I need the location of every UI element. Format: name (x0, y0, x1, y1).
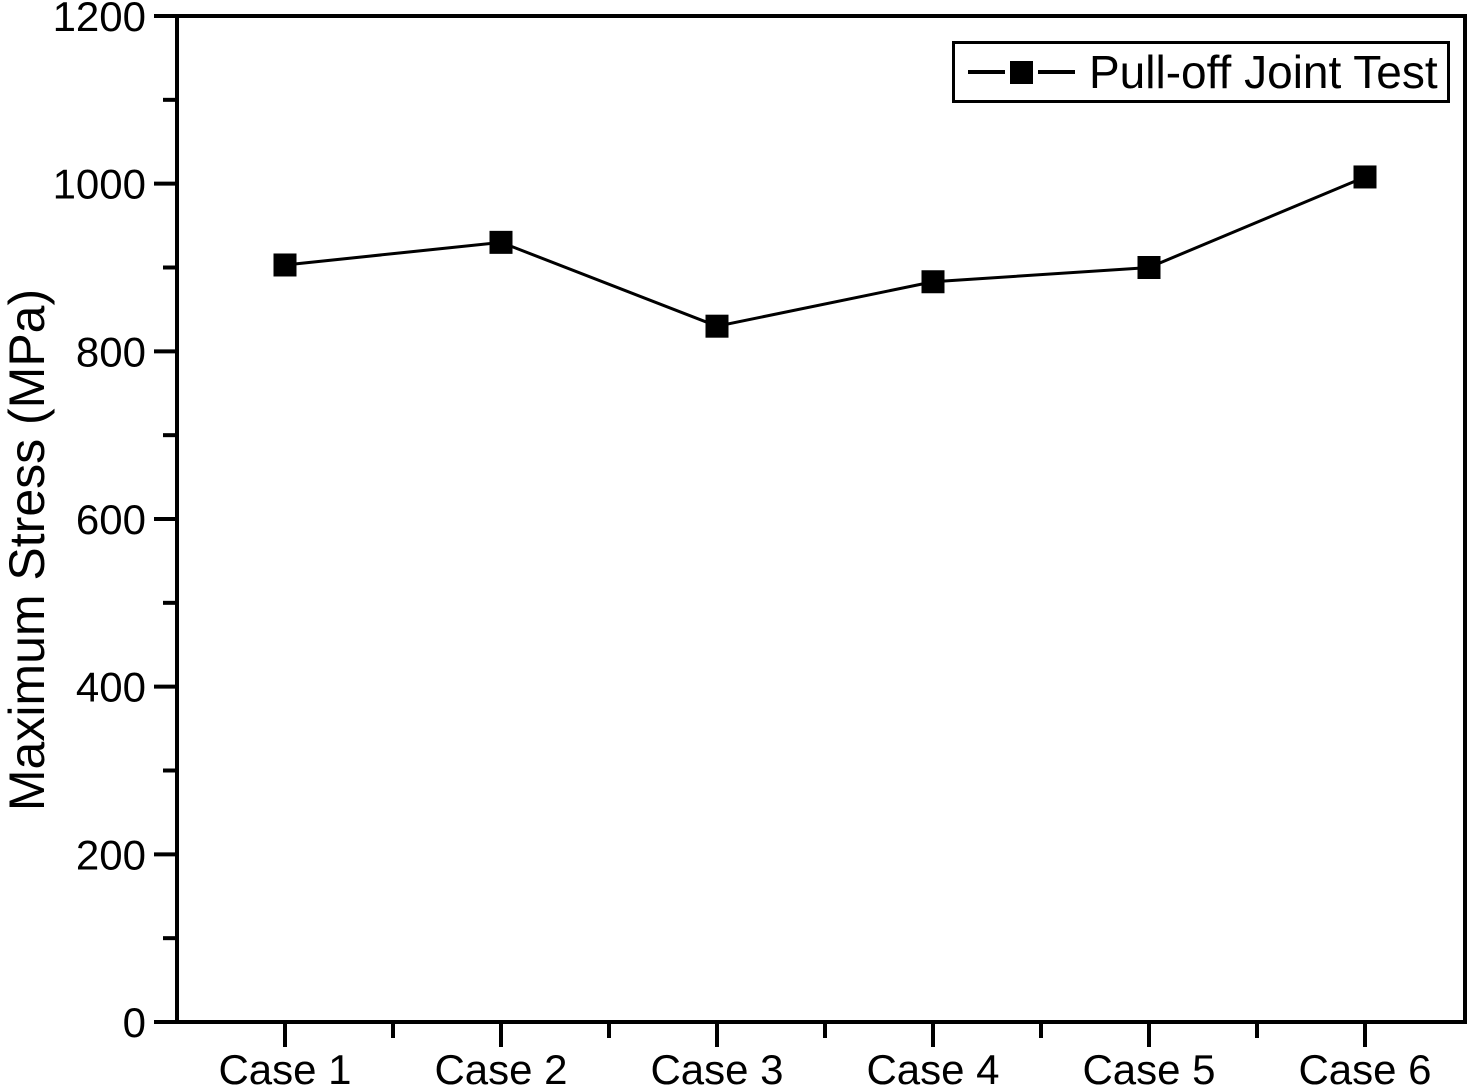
plot-frame (175, 14, 1467, 1024)
y-tick-label: 0 (123, 999, 146, 1046)
y-tick-label: 800 (76, 328, 146, 375)
x-tick-label: Case 6 (1298, 1046, 1431, 1088)
legend-box: Pull-off Joint Test (952, 41, 1450, 103)
data-point-marker (1353, 165, 1377, 189)
x-tick-label: Case 3 (650, 1046, 783, 1088)
x-tick-label: Case 2 (434, 1046, 567, 1088)
legend-line-segment-icon (968, 70, 1005, 74)
data-point-marker (1137, 256, 1161, 279)
y-axis-title: Maximum Stress (MPa) (0, 288, 55, 812)
y-tick-label: 1000 (53, 161, 146, 208)
x-tick-label: Case 1 (218, 1046, 351, 1088)
legend-square-marker-icon (1010, 60, 1033, 84)
x-tick-label: Case 4 (866, 1046, 999, 1088)
legend-line-sample (968, 60, 1075, 84)
series-line (284, 175, 1366, 328)
y-tick-label: 400 (76, 664, 146, 711)
y-tick-label: 600 (76, 496, 146, 543)
legend-line-segment-icon (1038, 70, 1075, 74)
y-tick-label: 200 (76, 831, 146, 878)
data-point-marker (489, 230, 513, 254)
x-tick-label: Case 5 (1082, 1046, 1215, 1088)
y-tick-label: 1200 (53, 0, 146, 40)
data-point-marker (273, 253, 297, 277)
data-point-marker (705, 314, 729, 338)
legend-label: Pull-off Joint Test (1089, 46, 1438, 98)
data-point-marker (921, 270, 945, 294)
